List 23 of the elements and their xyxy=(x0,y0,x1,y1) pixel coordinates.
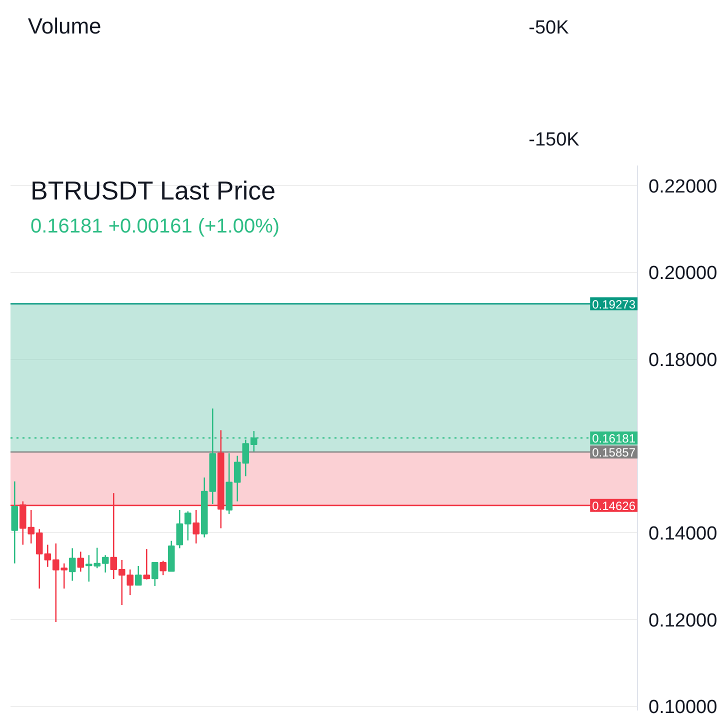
candlestick xyxy=(68,548,76,582)
y-tick-label: 0.20000 xyxy=(648,263,718,284)
ref-line-label: 0.16181 xyxy=(592,431,636,446)
y-tick-label: 0.12000 xyxy=(648,610,718,632)
candlestick xyxy=(143,548,150,580)
candlestick xyxy=(11,480,18,564)
candlestick xyxy=(151,562,158,587)
candlestick xyxy=(192,509,200,544)
y-tick-label: 0.14000 xyxy=(648,524,718,545)
ref-line-label: 0.14626 xyxy=(592,498,636,513)
y-tick-label: 0.22000 xyxy=(648,176,718,198)
text: -150K xyxy=(528,130,580,150)
y-tick-label: 0.18000 xyxy=(648,350,718,372)
text: 0.16181 +0.00161 (+1.00%) xyxy=(30,216,280,238)
text: -50K xyxy=(528,18,570,38)
y-tick-label: 0.10000 xyxy=(648,697,718,718)
ref-line-label: 0.19273 xyxy=(592,297,636,312)
ref-line-label: 0.15857 xyxy=(592,446,636,460)
candlestick xyxy=(134,565,142,586)
candlestick xyxy=(160,560,167,576)
text: Volume xyxy=(28,14,102,38)
candlestick xyxy=(77,551,84,572)
chart-title: BTRUSDT Last Price xyxy=(30,176,276,206)
